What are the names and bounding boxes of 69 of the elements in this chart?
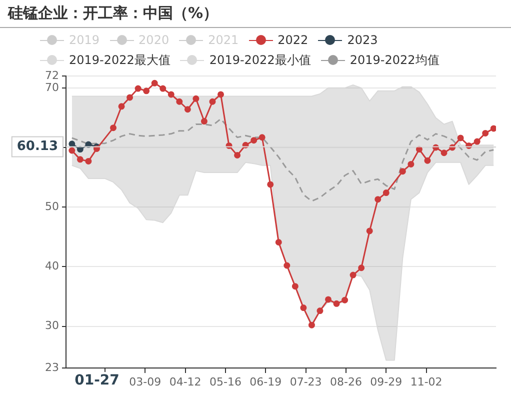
point xyxy=(325,296,332,303)
y-tick-label: 72 xyxy=(45,68,59,82)
x-tick-label: 03-09 xyxy=(129,375,162,388)
legend-label: 2019-2022均值 xyxy=(350,52,440,68)
legend-label: 2022 xyxy=(278,33,308,47)
point xyxy=(440,150,448,156)
y-tick-label: 50 xyxy=(45,200,59,213)
point xyxy=(333,300,340,307)
x-tick-label: 08-26 xyxy=(330,375,362,388)
legend-label: 2019-2022最大值 xyxy=(69,52,170,68)
line-series xyxy=(71,118,494,202)
point xyxy=(110,124,117,132)
point xyxy=(292,283,298,290)
point xyxy=(457,134,464,142)
point xyxy=(416,146,422,153)
point xyxy=(218,91,224,98)
point xyxy=(151,80,158,86)
point xyxy=(85,158,92,164)
x-tick-label: 06-19 xyxy=(250,375,282,388)
x-tick-label: 04-12 xyxy=(169,375,202,388)
point xyxy=(76,156,84,163)
point xyxy=(234,152,241,159)
point xyxy=(209,98,216,105)
x-tick-label: 07-23 xyxy=(290,375,322,388)
point xyxy=(275,239,282,246)
legend-label: 2019-2022最小值 xyxy=(209,52,311,68)
point xyxy=(308,322,315,328)
x-tick-label: 09-29 xyxy=(370,375,402,388)
point xyxy=(474,138,480,145)
point xyxy=(316,308,324,314)
point xyxy=(408,160,414,168)
text: 01-27 xyxy=(74,372,120,389)
point xyxy=(126,94,134,101)
point xyxy=(382,190,390,196)
point xyxy=(184,106,191,113)
point xyxy=(76,146,84,153)
point xyxy=(160,85,166,92)
point xyxy=(168,91,174,98)
legend-label: 2023 xyxy=(347,33,378,47)
x-tick-label: 11-02 xyxy=(410,375,442,388)
point xyxy=(424,157,431,164)
point xyxy=(267,181,274,188)
point xyxy=(358,264,365,272)
point xyxy=(374,196,382,203)
point xyxy=(192,95,200,102)
ref-line-label: 60.13 xyxy=(16,139,58,154)
point xyxy=(143,88,150,94)
point xyxy=(258,134,266,141)
point xyxy=(134,85,142,92)
point xyxy=(490,125,496,132)
point xyxy=(250,137,258,144)
chart-title: 硅锰企业：开工率：中国（%） xyxy=(8,4,218,23)
point xyxy=(118,103,125,110)
point xyxy=(284,262,290,269)
point xyxy=(482,130,489,136)
point xyxy=(342,296,348,304)
point xyxy=(200,118,208,125)
x-tick-label: 05-16 xyxy=(209,375,242,388)
point xyxy=(366,228,373,234)
y-tick-label: 40 xyxy=(45,260,59,273)
y-tick-label: 30 xyxy=(45,319,59,332)
point xyxy=(68,140,76,148)
point xyxy=(176,98,183,105)
point xyxy=(68,147,76,154)
y-tick-label: 23 xyxy=(45,360,59,374)
y-tick-label: 70 xyxy=(45,80,59,94)
point xyxy=(300,304,307,312)
point xyxy=(350,272,356,278)
point xyxy=(399,168,406,175)
